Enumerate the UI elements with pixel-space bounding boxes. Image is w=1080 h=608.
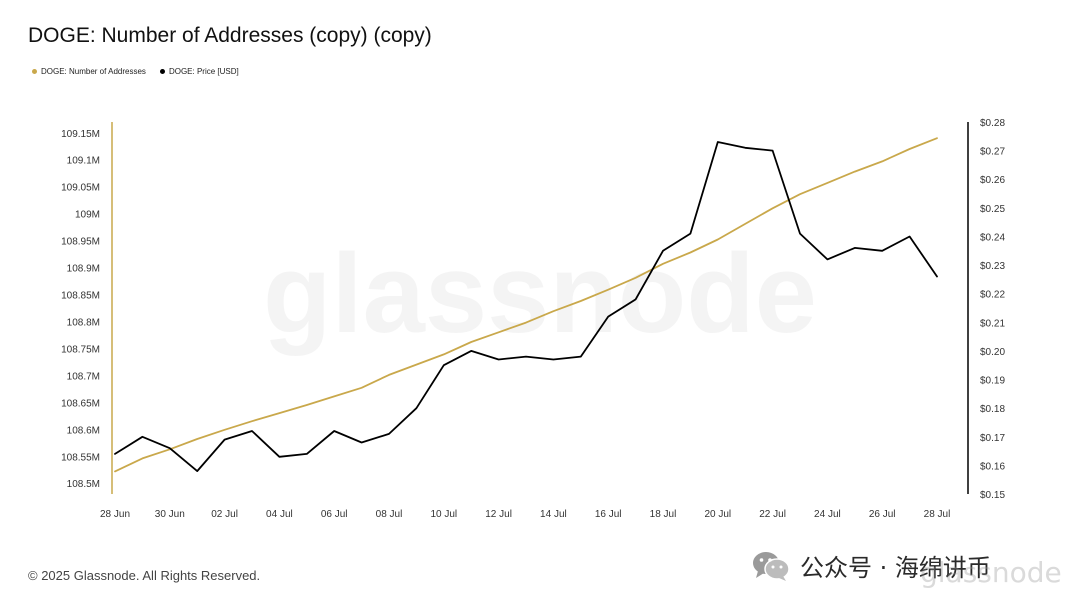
x-tick-label: 26 Jul <box>869 509 896 520</box>
x-tick-label: 08 Jul <box>376 509 403 520</box>
x-tick-label: 04 Jul <box>266 509 293 520</box>
left-tick-label: 108.6M <box>67 425 100 436</box>
right-tick-label: $0.19 <box>980 376 1005 387</box>
left-axis-ticks: 108.5M 108.55M 108.6M 108.65M 108.7M 108.75M 1… <box>61 129 100 490</box>
right-tick-label: $0.25 <box>980 204 1005 215</box>
right-tick-label: $0.18 <box>980 404 1005 415</box>
left-tick-label: 109.1M <box>67 156 100 167</box>
left-tick-label: 108.7M <box>67 371 100 382</box>
left-tick-label: 109.05M <box>61 183 100 194</box>
x-tick-label: 22 Jul <box>759 509 786 520</box>
x-tick-label: 24 Jul <box>814 509 841 520</box>
legend-label-addresses: DOGE: Number of Addresses <box>41 67 146 76</box>
axes <box>111 122 969 494</box>
wechat-icon <box>753 551 790 581</box>
corner-watermark: glassnode <box>920 556 1062 589</box>
left-tick-label: 108.5M <box>67 479 100 490</box>
left-tick-label: 109M <box>75 210 100 221</box>
x-tick-label: 16 Jul <box>595 509 622 520</box>
left-tick-label: 109.15M <box>61 129 100 140</box>
x-tick-label: 12 Jul <box>485 509 512 520</box>
addresses-line[interactable] <box>114 137 938 473</box>
left-tick-label: 108.9M <box>67 264 100 275</box>
x-tick-label: 28 Jun <box>100 509 130 520</box>
legend-item-addresses[interactable]: DOGE: Number of Addresses <box>32 67 146 76</box>
right-tick-label: $0.23 <box>980 261 1005 272</box>
x-tick-label: 20 Jul <box>704 509 731 520</box>
wechat-account: 公众号 · 海绵讲币 <box>752 548 991 583</box>
legend-dot-price <box>159 69 165 74</box>
x-tick-label: 28 Jul <box>924 509 951 520</box>
legend-label-price: DOGE: Price [USD] <box>168 67 239 76</box>
left-tick-label: 108.85M <box>61 291 100 302</box>
price-line[interactable] <box>114 141 938 473</box>
left-tick-label: 108.75M <box>61 344 100 355</box>
x-tick-label: 02 Jul <box>211 509 238 520</box>
right-tick-label: $0.24 <box>980 232 1005 243</box>
series-lines <box>114 137 938 473</box>
left-tick-label: 108.8M <box>67 317 100 328</box>
right-tick-label: $0.28 <box>980 118 1005 129</box>
right-axis-ticks: $0.15 $0.16 $0.17 $0.18 $0.19 $0.20 $0.21 $0.22… <box>980 118 1005 501</box>
x-tick-label: 18 Jul <box>650 509 677 520</box>
left-tick-label: 108.65M <box>61 398 100 409</box>
right-tick-label: $0.26 <box>980 175 1005 186</box>
legend-dot-addresses <box>32 69 37 74</box>
x-tick-label: 30 Jun <box>155 509 185 520</box>
chart-watermark: glassnode <box>263 231 817 356</box>
wechat-label: 公众号 · 海绵讲币 <box>800 554 991 582</box>
right-tick-label: $0.21 <box>980 318 1005 329</box>
x-tick-label: 10 Jul <box>430 509 457 520</box>
right-tick-label: $0.20 <box>980 347 1005 358</box>
right-tick-label: $0.15 <box>980 490 1005 501</box>
right-tick-label: $0.27 <box>980 147 1005 158</box>
x-axis-ticks: 28 Jun 30 Jun 02 Jul 04 Jul 06 Jul 08 Jul 10 J… <box>100 509 950 520</box>
copyright: © 2025 Glassnode. All Rights Reserved. <box>28 568 261 583</box>
right-tick-label: $0.17 <box>980 433 1005 444</box>
right-tick-label: $0.22 <box>980 290 1005 301</box>
left-tick-label: 108.55M <box>61 452 100 463</box>
legend: DOGE: Number of Addresses DOGE: Price [U… <box>32 67 253 76</box>
left-tick-label: 108.95M <box>61 237 100 248</box>
legend-item-price[interactable]: DOGE: Price [USD] <box>159 67 239 76</box>
x-tick-label: 14 Jul <box>540 509 567 520</box>
right-tick-label: $0.16 <box>980 461 1005 472</box>
x-tick-label: 06 Jul <box>321 509 348 520</box>
chart-title: DOGE: Number of Addresses (copy) (copy) <box>28 24 432 47</box>
